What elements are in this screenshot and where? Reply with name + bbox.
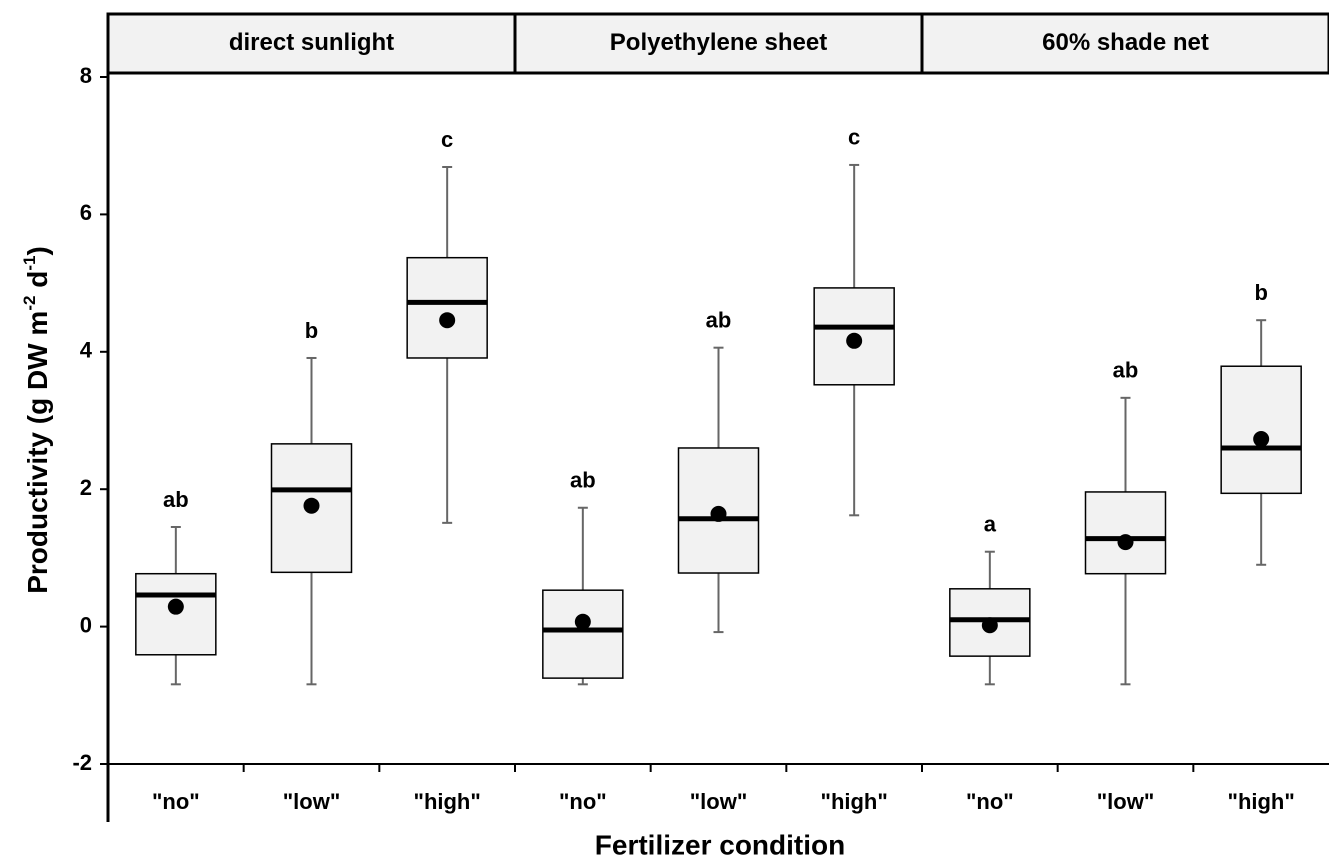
x-tick-label: "high": [1228, 789, 1295, 814]
y-label-part: ): [22, 246, 53, 255]
x-tick-label: "low": [1097, 789, 1155, 814]
mean: [1117, 534, 1134, 551]
group-label: a: [984, 512, 997, 537]
box: [1220, 365, 1302, 495]
y-label-part: Productivity (g DW m: [22, 311, 53, 594]
strip-label: 60% shade net: [1042, 29, 1209, 56]
strip-background: [106, 12, 1329, 75]
y-tick-label: 2: [80, 475, 92, 500]
box: [1084, 491, 1167, 575]
x-tick-label: "no": [966, 789, 1014, 814]
y-tick-label: 4: [80, 338, 93, 363]
y-label-part: d: [22, 271, 53, 296]
y-label-sup: -1: [20, 256, 39, 271]
x-axis-label: Fertilizer condition: [595, 829, 845, 860]
y-tick-label: -2: [72, 750, 92, 775]
mean: [303, 497, 320, 514]
y-label-sup: -2: [20, 296, 39, 311]
strip-label: Polyethylene sheet: [610, 29, 827, 56]
mean: [167, 598, 184, 615]
mean: [981, 617, 998, 634]
strip-label: direct sunlight: [229, 29, 394, 56]
mean: [846, 332, 863, 349]
x-tick-label: "high": [414, 789, 481, 814]
group-label: c: [441, 127, 453, 152]
x-tick-label: "low": [283, 789, 341, 814]
box: [406, 256, 488, 359]
y-tick-label: 6: [80, 200, 92, 225]
group-label: ab: [1113, 358, 1139, 383]
y-tick-label: 8: [80, 63, 92, 88]
x-tick-label: "low": [690, 789, 748, 814]
group-label: ab: [163, 487, 189, 512]
group-label: b: [305, 318, 318, 343]
y-axis-label: Productivity (g DW m-2 d-1): [20, 246, 53, 594]
x-tick-label: "no": [559, 789, 607, 814]
y-tick-label: 0: [80, 612, 92, 637]
box: [542, 589, 624, 679]
x-tick-label: "high": [821, 789, 888, 814]
group-label: b: [1254, 280, 1267, 305]
x-tick-label: "no": [152, 789, 200, 814]
group-label: ab: [570, 468, 596, 493]
mean: [439, 312, 456, 329]
mean: [710, 505, 727, 522]
group-label: ab: [706, 307, 732, 332]
mean: [574, 613, 591, 630]
group-label: c: [848, 125, 860, 150]
mean: [1253, 431, 1270, 448]
